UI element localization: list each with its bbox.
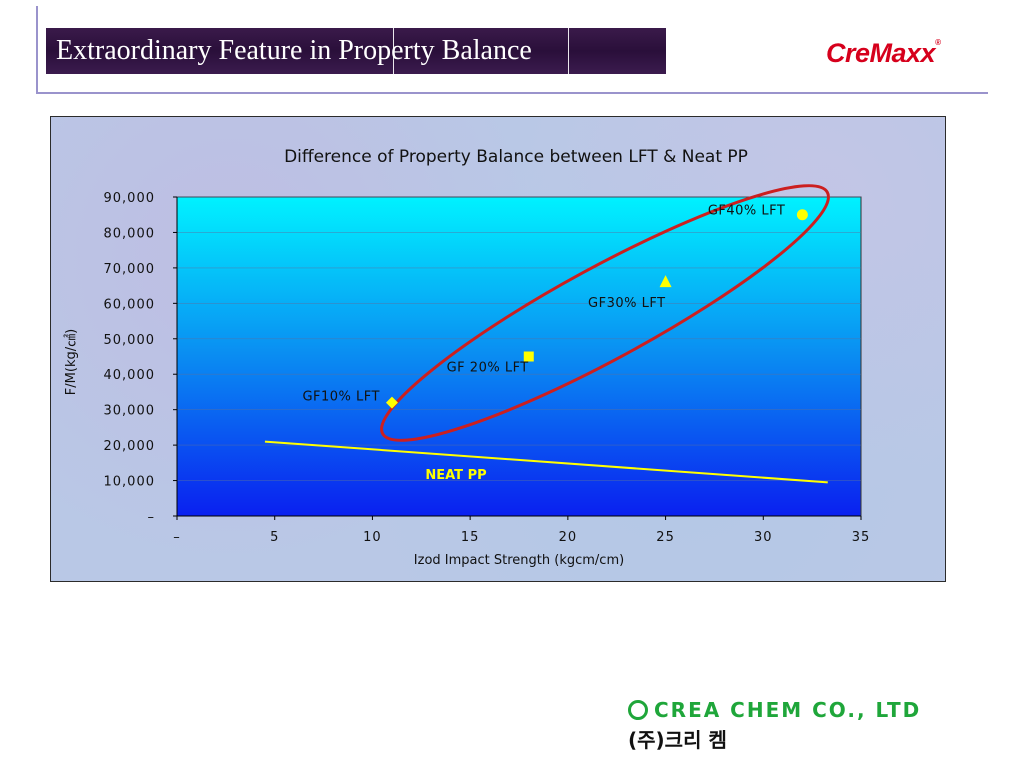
x-tick-label: 5 [270, 530, 279, 545]
slide-title: Extraordinary Feature in Property Balanc… [56, 35, 532, 67]
slide-title-part3: ance [481, 35, 532, 66]
company-name-text: CREA CHEM CO., LTD [654, 698, 921, 722]
x-axis-ticks: – 5 10 15 20 25 30 35 [173, 516, 870, 545]
slide-title-bar: Extraordinary Feature in Property Balanc… [46, 28, 666, 74]
neat-pp-label: NEAT PP [425, 468, 486, 483]
x-tick-label: 10 [363, 530, 382, 545]
cremaxx-logo: CreMaxx® [826, 38, 940, 69]
x-tick-label: 15 [461, 530, 480, 545]
property-balance-chart: – 10,000 20,000 30,000 40,000 50,000 60,000 70,… [51, 117, 945, 581]
data-point-label: GF30% LFT [588, 296, 666, 311]
x-axis-label: Izod Impact Strength (kgcm/cm) [414, 553, 624, 568]
y-tick-label: 50,000 [104, 333, 156, 348]
y-tick-label: 60,000 [104, 297, 156, 312]
data-point-label: GF 20% LFT [447, 361, 529, 376]
data-point-label: GF10% LFT [302, 390, 380, 405]
x-tick-label: 25 [656, 530, 675, 545]
y-tick-label: 40,000 [104, 368, 156, 383]
logo-text: CreMaxx [826, 38, 935, 68]
x-tick-label: 35 [852, 530, 871, 545]
y-tick-label: 80,000 [104, 226, 156, 241]
logo-registered-mark: ® [935, 38, 940, 47]
chart-frame: – 10,000 20,000 30,000 40,000 50,000 60,000 70,… [50, 116, 946, 582]
data-point-circle [797, 209, 808, 220]
y-tick-label: 10,000 [104, 475, 156, 490]
y-tick-label: – [148, 510, 156, 525]
y-tick-label: 30,000 [104, 404, 156, 419]
y-tick-label: 70,000 [104, 262, 156, 277]
slide-title-part1: Extraordinary Feature in [56, 35, 331, 66]
slide-title-part2: Property Bal [338, 35, 480, 66]
chart-title: Difference of Property Balance between L… [284, 147, 748, 167]
company-mark-icon [628, 700, 648, 720]
footer-korean-name: (주)크리 켐 [628, 724, 727, 753]
header-horizontal-rule [36, 92, 988, 94]
y-axis-label: F/M(kg/㎠) [64, 329, 79, 395]
footer-company-name: CREA CHEM CO., LTD [628, 698, 921, 722]
x-tick-label: 30 [754, 530, 773, 545]
y-axis-ticks: – 10,000 20,000 30,000 40,000 50,000 60,000 70,… [104, 191, 178, 525]
y-tick-label: 20,000 [104, 439, 156, 454]
plot-area [177, 197, 861, 516]
x-tick-label: 20 [559, 530, 578, 545]
x-tick-label: – [173, 530, 181, 545]
header-vertical-rule [36, 6, 38, 94]
data-point-label: GF40% LFT [708, 204, 786, 219]
y-tick-label: 90,000 [104, 191, 156, 206]
title-separator [568, 28, 569, 74]
